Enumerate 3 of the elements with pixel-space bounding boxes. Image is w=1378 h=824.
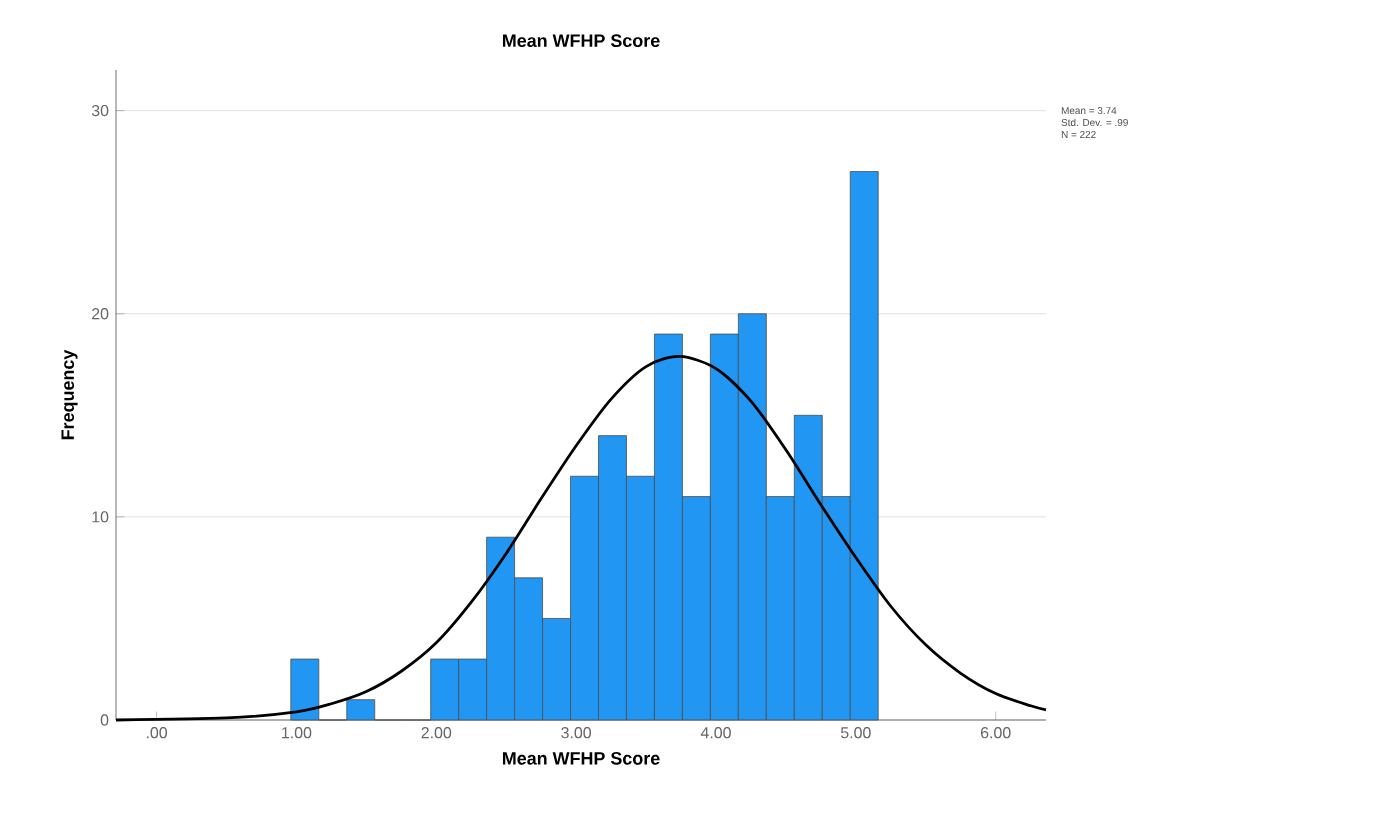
chart-title: Mean WFHP Score — [502, 34, 660, 48]
x-axis-title: Mean WFHP Score — [502, 752, 660, 765]
y-axis-title: Frequency — [61, 349, 78, 440]
